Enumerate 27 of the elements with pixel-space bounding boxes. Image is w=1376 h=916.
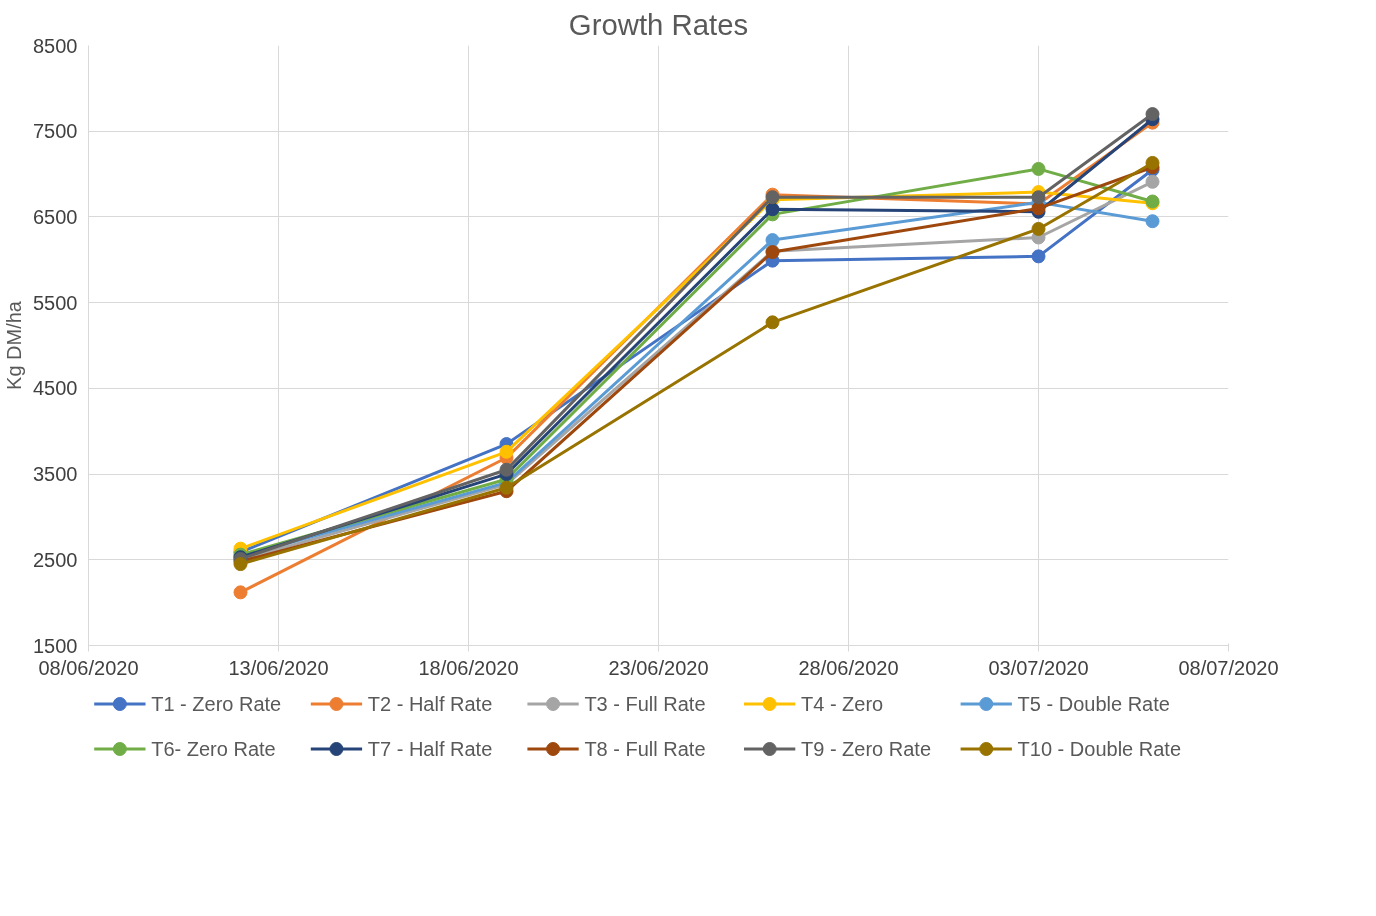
y-axis-title: Kg DM/ha bbox=[3, 300, 26, 390]
x-tick-label: 18/06/2020 bbox=[418, 656, 519, 679]
x-tick-label: 23/06/2020 bbox=[608, 656, 709, 679]
legend-label: T3 - Full Rate bbox=[584, 693, 706, 715]
legend-label: T4 - Zero bbox=[801, 693, 884, 715]
legend-label: T1 - Zero Rate bbox=[151, 693, 282, 715]
legend-label: T9 - Zero Rate bbox=[801, 738, 932, 760]
x-tick-label: 03/07/2020 bbox=[988, 656, 1089, 679]
legend-label: T2 - Half Rate bbox=[367, 693, 493, 715]
y-tick-label: 6500 bbox=[33, 205, 78, 228]
y-tick-label: 8500 bbox=[33, 34, 78, 57]
x-tick-label: 28/06/2020 bbox=[798, 656, 899, 679]
y-tick-label: 2500 bbox=[33, 548, 78, 571]
y-tick-label: 1500 bbox=[33, 634, 78, 657]
legend-label: T6- Zero Rate bbox=[151, 738, 276, 760]
y-tick-label: 7500 bbox=[33, 120, 78, 143]
legend-label: T5 - Double Rate bbox=[1017, 693, 1170, 715]
x-tick-label: 08/07/2020 bbox=[1178, 656, 1279, 679]
x-tick-label: 13/06/2020 bbox=[228, 656, 329, 679]
legend-label: T7 - Half Rate bbox=[367, 738, 493, 760]
x-tick-label: 08/06/2020 bbox=[38, 656, 139, 679]
chart-title: Growth Rates bbox=[568, 7, 749, 41]
y-tick-label: 4500 bbox=[33, 377, 78, 400]
legend-label: T8 - Full Rate bbox=[584, 738, 706, 760]
y-tick-label: 5500 bbox=[33, 291, 78, 314]
legend-label: T10 - Double Rate bbox=[1017, 738, 1182, 760]
y-tick-label: 3500 bbox=[33, 463, 78, 486]
